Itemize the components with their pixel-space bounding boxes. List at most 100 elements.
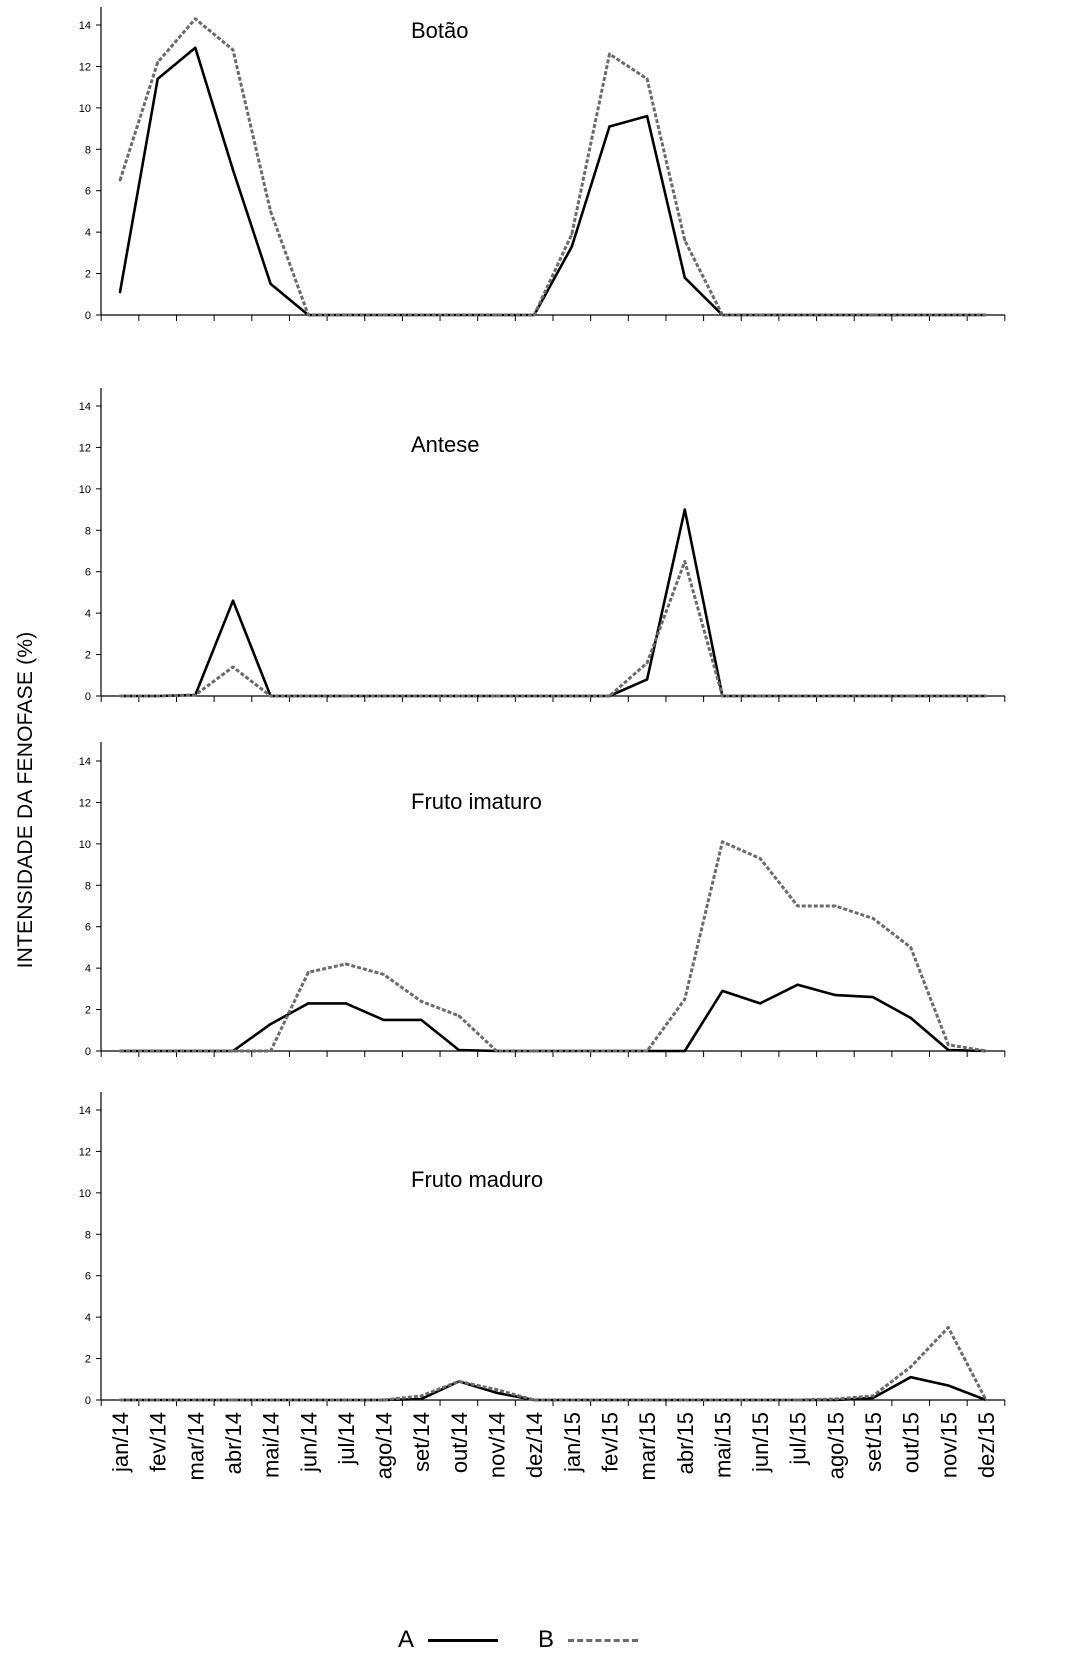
data-point-b bbox=[420, 1000, 423, 1003]
data-point-b bbox=[796, 904, 799, 908]
data-point-b bbox=[344, 313, 348, 317]
data-point-b bbox=[796, 313, 799, 317]
data-point-b bbox=[683, 998, 686, 1001]
data-point-b bbox=[984, 694, 988, 698]
data-point-b bbox=[118, 694, 122, 698]
data-point-b bbox=[947, 313, 950, 317]
data-point-b bbox=[909, 694, 912, 698]
panel-title: Botão bbox=[411, 18, 469, 43]
x-tick-label: set/14 bbox=[409, 1412, 434, 1472]
y-tick-label: 2 bbox=[85, 1005, 91, 1017]
data-point-b bbox=[532, 694, 536, 698]
data-point-a bbox=[382, 1018, 385, 1022]
data-point-b bbox=[984, 1049, 988, 1053]
x-tick-label: fev/15 bbox=[597, 1412, 622, 1472]
data-point-b bbox=[909, 946, 912, 949]
y-tick-label: 6 bbox=[85, 567, 91, 579]
y-tick-label: 8 bbox=[85, 525, 91, 537]
data-point-b bbox=[344, 1398, 348, 1402]
x-tick-label: set/15 bbox=[861, 1412, 886, 1472]
data-point-b bbox=[608, 694, 611, 698]
x-tick-label: mai/14 bbox=[259, 1412, 284, 1478]
data-point-b bbox=[307, 1398, 310, 1402]
data-point-b bbox=[721, 1398, 724, 1402]
y-tick-label: 14 bbox=[79, 20, 91, 32]
data-point-b bbox=[194, 693, 197, 697]
data-point-b bbox=[570, 1398, 574, 1402]
data-point-a bbox=[834, 993, 837, 997]
data-point-b bbox=[344, 962, 348, 966]
y-tick-label: 14 bbox=[79, 756, 91, 768]
data-point-b bbox=[645, 661, 649, 665]
data-point-b bbox=[683, 1398, 686, 1402]
y-tick-label: 4 bbox=[85, 608, 91, 620]
data-point-b bbox=[269, 1398, 272, 1402]
data-point-b bbox=[194, 1398, 197, 1402]
data-point-b bbox=[307, 971, 310, 974]
data-point-b bbox=[834, 1397, 837, 1401]
y-tick-label: 8 bbox=[85, 880, 91, 892]
data-point-a bbox=[683, 276, 686, 279]
data-point-b bbox=[118, 179, 122, 182]
data-point-b bbox=[608, 1398, 611, 1402]
data-point-a bbox=[269, 1022, 272, 1026]
data-point-b bbox=[269, 210, 272, 213]
data-point-b bbox=[721, 313, 724, 317]
data-point-b bbox=[457, 1380, 461, 1383]
x-tick-label: jun/15 bbox=[748, 1412, 773, 1473]
data-point-a bbox=[796, 983, 799, 986]
data-point-b bbox=[645, 1049, 649, 1053]
data-point-b bbox=[758, 313, 762, 317]
y-tick-label: 4 bbox=[85, 963, 91, 975]
data-point-b bbox=[947, 1326, 950, 1329]
data-point-a bbox=[194, 46, 197, 49]
data-point-b bbox=[608, 1049, 611, 1053]
series-line-a bbox=[120, 508, 986, 698]
x-tick-label: dez/14 bbox=[522, 1412, 547, 1478]
data-point-b bbox=[382, 973, 385, 976]
y-tick-label: 14 bbox=[79, 401, 91, 413]
data-point-b bbox=[382, 1398, 385, 1402]
data-point-a bbox=[457, 1048, 461, 1052]
data-point-b bbox=[532, 1049, 536, 1053]
data-point-a bbox=[909, 1016, 912, 1020]
data-point-b bbox=[532, 313, 536, 317]
y-tick-label: 8 bbox=[85, 144, 91, 156]
data-point-b bbox=[231, 665, 235, 669]
data-point-a bbox=[231, 599, 235, 602]
y-tick-label: 2 bbox=[85, 1354, 91, 1366]
data-point-b bbox=[909, 1365, 912, 1369]
data-point-b bbox=[495, 1388, 498, 1391]
panel-botao: 0 2 4 6 8 10 12 14 Botão bbox=[79, 7, 1006, 322]
series-line-a bbox=[120, 983, 987, 1053]
x-tick-label: dez/15 bbox=[974, 1412, 999, 1478]
legend-swatch-solid bbox=[428, 1638, 499, 1642]
data-point-a bbox=[871, 995, 875, 999]
legend: A B bbox=[398, 1622, 678, 1658]
data-point-b bbox=[194, 1049, 197, 1053]
series-line-b bbox=[120, 1326, 988, 1402]
data-point-b bbox=[344, 694, 348, 698]
data-point-b bbox=[495, 1049, 498, 1053]
y-tick-label: 6 bbox=[85, 186, 91, 198]
y-tick-label: 12 bbox=[79, 442, 91, 454]
series-line-b bbox=[120, 840, 987, 1053]
x-tick-label: ago/14 bbox=[372, 1412, 397, 1479]
y-tick-label: 0 bbox=[85, 1046, 91, 1058]
data-point-a bbox=[909, 1376, 912, 1379]
data-point-a bbox=[570, 245, 574, 248]
y-tick-label: 0 bbox=[85, 1395, 91, 1407]
y-tick-label: 2 bbox=[85, 269, 91, 281]
data-point-b bbox=[984, 1398, 988, 1402]
data-point-a bbox=[758, 1002, 762, 1005]
y-tick-label: 12 bbox=[79, 1146, 91, 1158]
y-tick-label: 10 bbox=[79, 484, 91, 496]
x-tick-label: nov/15 bbox=[936, 1412, 961, 1478]
x-tick-label: fev/14 bbox=[146, 1412, 171, 1472]
panel-fruto-maduro: 0 2 4 6 8 10 12 14 Fruto maduro bbox=[79, 1092, 1006, 1407]
panel-title: Fruto imaturo bbox=[411, 789, 542, 814]
x-tick-label: jan/14 bbox=[108, 1412, 133, 1473]
y-tick-label: 4 bbox=[85, 1312, 91, 1324]
data-point-b bbox=[834, 313, 837, 317]
